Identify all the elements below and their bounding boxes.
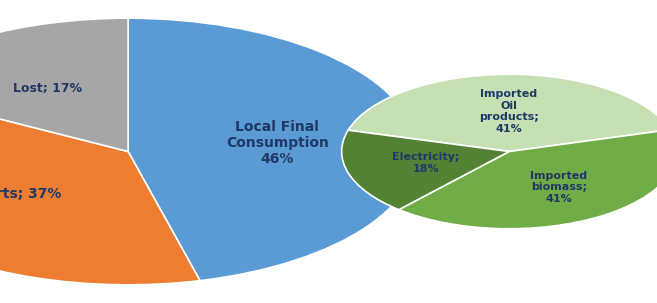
Text: Imported
biomass;
41%: Imported biomass; 41% bbox=[530, 171, 587, 204]
Text: Electricity;
18%: Electricity; 18% bbox=[392, 152, 459, 174]
Text: Lost; 17%: Lost; 17% bbox=[12, 82, 81, 95]
Text: Exports; 37%: Exports; 37% bbox=[0, 187, 61, 201]
Wedge shape bbox=[399, 130, 657, 229]
Wedge shape bbox=[128, 18, 417, 281]
Text: Imported
Oil
products;
41%: Imported Oil products; 41% bbox=[479, 89, 539, 134]
Wedge shape bbox=[0, 18, 128, 152]
Wedge shape bbox=[342, 130, 509, 210]
Wedge shape bbox=[348, 74, 657, 152]
Wedge shape bbox=[0, 87, 200, 285]
Text: Local Final
Consumption
46%: Local Final Consumption 46% bbox=[226, 120, 328, 166]
